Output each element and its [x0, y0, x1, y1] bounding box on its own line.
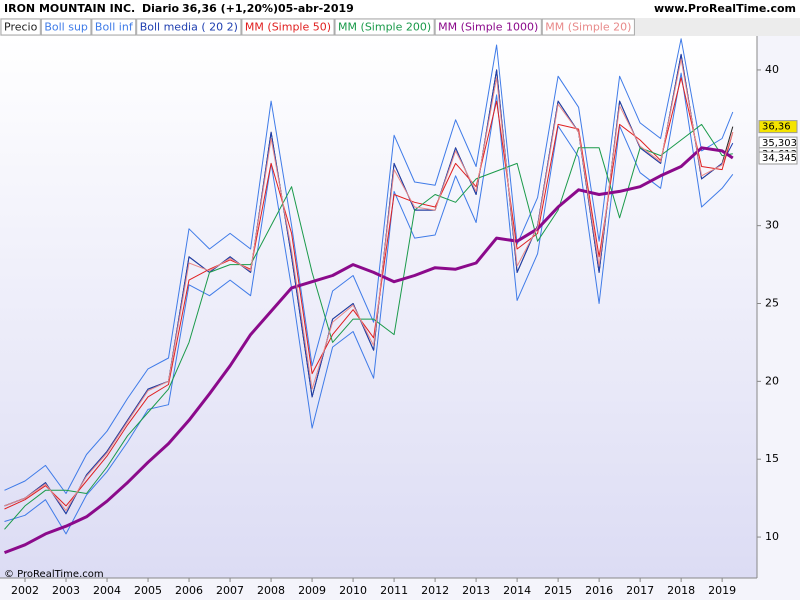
x-tick-label: 2013: [462, 584, 490, 597]
x-tick-label: 2011: [380, 584, 408, 597]
series-line: [4, 123, 733, 530]
legend-box: [136, 18, 242, 36]
price-tag-label: 35,303: [762, 138, 797, 149]
series-line: [4, 58, 734, 512]
legend-box: [0, 18, 41, 36]
legend-entry[interactable]: MM (Simple 50): [245, 21, 331, 34]
x-tick-label: 2006: [175, 584, 203, 597]
legend-box: [434, 18, 542, 36]
x-tick-label: 2019: [708, 584, 736, 597]
x-tick-label: 2005: [134, 584, 162, 597]
price-tag: [758, 120, 798, 134]
x-tick-label: 2016: [585, 584, 613, 597]
legend-entry[interactable]: MM (Simple 20): [545, 21, 631, 34]
period: Diario: [142, 2, 180, 15]
legend-entry[interactable]: MM (Simple 200): [338, 21, 431, 34]
site: www.ProRealTime.com: [654, 2, 796, 15]
y-tick-label: 10: [765, 530, 779, 543]
legend-box: [541, 18, 635, 36]
x-tick-label: 2002: [11, 584, 39, 597]
legend: Precio Boll sup Boll inf Boll media ( 20 2)…: [0, 18, 635, 36]
series-line: [3, 146, 734, 555]
x-tick-label: 2003: [52, 584, 80, 597]
x-tick-label: 2018: [667, 584, 695, 597]
y-tick-label: 15: [765, 452, 779, 465]
legend-entry[interactable]: Precio: [4, 21, 38, 34]
x-tick-label: 2017: [626, 584, 654, 597]
y-tick-label: 30: [765, 219, 779, 232]
legend-entry[interactable]: Boll inf: [95, 21, 134, 34]
x-tick-label: 2007: [216, 584, 244, 597]
chart-title: IRON MOUNTAIN INC.: [4, 2, 135, 15]
last-change: 36,36 (+1,20%): [182, 2, 278, 15]
copyright: © ProRealTime.com: [4, 569, 104, 580]
x-tick-label: 2015: [544, 584, 572, 597]
legend-entry[interactable]: MM (Simple 1000): [438, 21, 538, 34]
legend-box: [241, 18, 335, 36]
legend-entry[interactable]: Boll sup: [44, 21, 88, 34]
legend-box: [91, 18, 137, 36]
series-line: [4, 38, 734, 494]
price-tag: [758, 151, 798, 165]
x-tick-label: 2010: [339, 584, 367, 597]
x-tick-label: 2014: [503, 584, 531, 597]
y-tick-label: 20: [765, 374, 779, 387]
legend-entry[interactable]: Boll media ( 20 2): [140, 21, 238, 34]
x-axis-area: [0, 578, 757, 600]
y-tick-label: 40: [765, 63, 779, 76]
price-tag-label: 34,345: [762, 153, 797, 164]
y-tick-label: 25: [765, 296, 779, 309]
price-tag-label: 36,36: [762, 122, 791, 133]
legend-box: [40, 18, 92, 36]
date: 05-abr-2019: [278, 2, 354, 15]
lines: [3, 38, 734, 555]
series-line: [4, 77, 734, 510]
series-line: [4, 53, 734, 515]
legend-box: [334, 18, 435, 36]
x-tick-label: 2012: [421, 584, 449, 597]
x-tick-label: 2009: [298, 584, 326, 597]
x-tick-label: 2008: [257, 584, 285, 597]
x-tick-label: 2004: [93, 584, 121, 597]
